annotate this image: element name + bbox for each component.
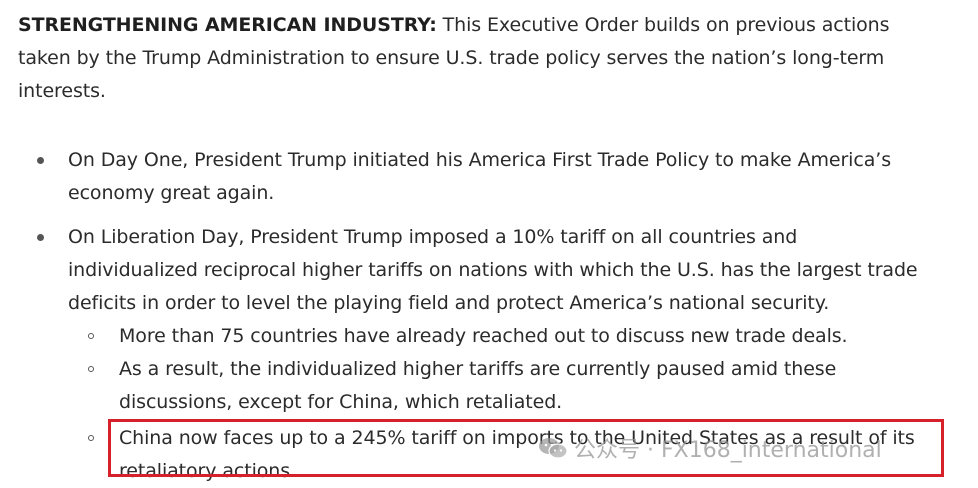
intro-text: This Executive Order builds on previous … [18,14,890,102]
subbullet-circle [88,333,94,339]
bullet-dot [37,157,44,164]
subbullet-circle [88,366,94,372]
intro-paragraph: STRENGTHENING AMERICAN INDUSTRY: This Ex… [18,9,898,108]
bullet-item-day-one: On Day One, President Trump initiated hi… [68,149,891,204]
bullet-item-liberation-day: On Liberation Day, President Trump impos… [68,226,918,314]
intro-heading: STRENGTHENING AMERICAN INDUSTRY: [18,14,437,36]
highlight-box [108,419,944,477]
subbullet-item-paused: As a result, the individualized higher t… [119,358,837,413]
subbullet-item-countries: More than 75 countries have already reac… [119,325,848,347]
subbullet-circle [88,435,94,441]
bullet-dot [37,234,44,241]
